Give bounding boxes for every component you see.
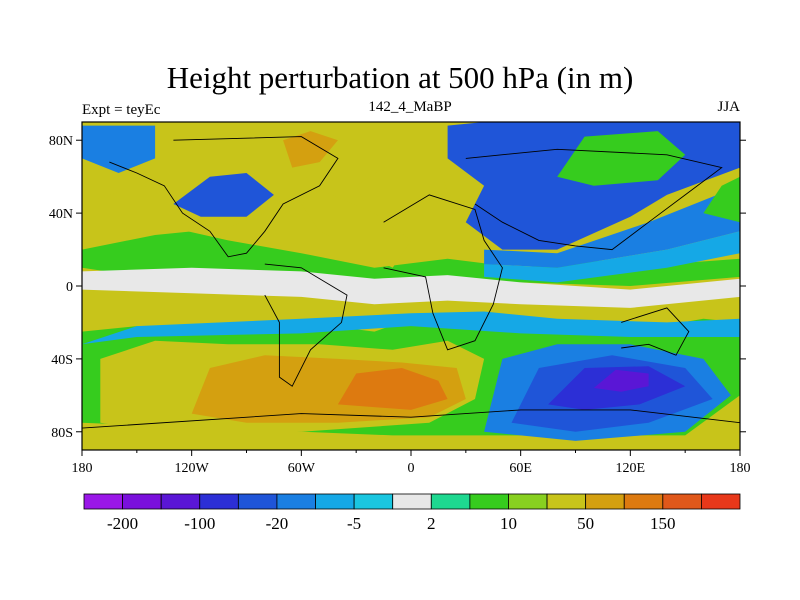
asia-outline <box>465 148 723 251</box>
colorbar-box <box>585 493 625 510</box>
colorbar-box <box>623 493 664 510</box>
colorbar-box <box>237 493 278 510</box>
colorbar-box <box>83 493 123 510</box>
y-tick-label: 80N <box>49 134 73 149</box>
experiment-label: Expt = teyEc <box>82 102 161 118</box>
north-america-outline <box>109 136 339 258</box>
x-tick-label: 60W <box>288 461 316 476</box>
colorbar-box <box>508 493 548 510</box>
colorbar-box <box>392 493 432 510</box>
x-tick-label: 180 <box>730 461 751 476</box>
x-tick-label: 180 <box>72 461 93 476</box>
australia-outline <box>621 307 690 356</box>
colorbar-label: 2 <box>427 514 436 533</box>
africa-europe-outline <box>383 194 503 351</box>
field-region-sh-purple <box>593 369 649 392</box>
south-america-outline <box>264 263 348 387</box>
colorbar-box <box>122 493 162 510</box>
x-tick-label: 60E <box>509 461 532 476</box>
season-label: JJA <box>717 99 740 115</box>
field-region-nh-orange-center <box>283 131 338 168</box>
field-region-nh-green-right <box>703 176 740 223</box>
colorbar-label: 150 <box>650 514 676 533</box>
field-region-nh-yellow-center <box>255 122 411 268</box>
colorbar-box <box>353 493 394 510</box>
field-region-nh-cyan-east <box>484 231 740 283</box>
colorbar-box <box>199 493 239 510</box>
field-region-nh-green-east <box>557 131 686 186</box>
colorbar-box <box>160 493 201 510</box>
colorbar-box <box>315 493 355 510</box>
y-axis: 80N 40N 0 40S 80S <box>49 134 746 441</box>
colorbar-box <box>546 493 587 510</box>
field-region-eq-white <box>82 267 740 308</box>
x-axis: 180 120W 60W 0 60E 120E 180 <box>72 450 751 476</box>
colorbar-label: -5 <box>347 514 361 533</box>
field-region-nh-blue-left <box>82 125 156 173</box>
coastline-layer <box>82 136 740 429</box>
case-label: 142_4_MaBP <box>368 99 452 115</box>
colorbar-label: -20 <box>266 514 289 533</box>
colorbar-label: 50 <box>577 514 594 533</box>
field-region-nh-blue-mid <box>173 173 274 217</box>
colorbar-box <box>662 493 702 510</box>
colorbar-box <box>430 493 471 510</box>
colorbar-label: -100 <box>184 514 215 533</box>
field-region-sh-cyan-edge <box>82 311 740 345</box>
colorbar: -200 -100 -20 -5 2 10 50 150 <box>83 493 741 533</box>
field-region-nh-blue-east-light <box>484 185 740 268</box>
colorbar-box <box>701 493 741 510</box>
y-tick-label: 0 <box>66 280 73 295</box>
map-plot-area <box>81 121 741 451</box>
y-tick-label: 80S <box>51 426 73 441</box>
colorbar-label: 10 <box>500 514 517 533</box>
field-region-sh-darkorange <box>337 368 448 410</box>
x-tick-label: 120W <box>175 461 210 476</box>
colorbar-box <box>276 493 316 510</box>
x-tick-label: 0 <box>408 461 415 476</box>
y-tick-label: 40N <box>49 207 73 222</box>
colorbar-box <box>469 493 509 510</box>
colorbar-label: -200 <box>107 514 138 533</box>
antarctica-outline <box>82 409 740 429</box>
x-tick-label: 120E <box>616 461 646 476</box>
field-region-nh-yellow-mid <box>356 162 448 204</box>
y-tick-label: 40S <box>51 353 73 368</box>
plot-title: Height perturbation at 500 hPa (in m) <box>166 60 634 95</box>
